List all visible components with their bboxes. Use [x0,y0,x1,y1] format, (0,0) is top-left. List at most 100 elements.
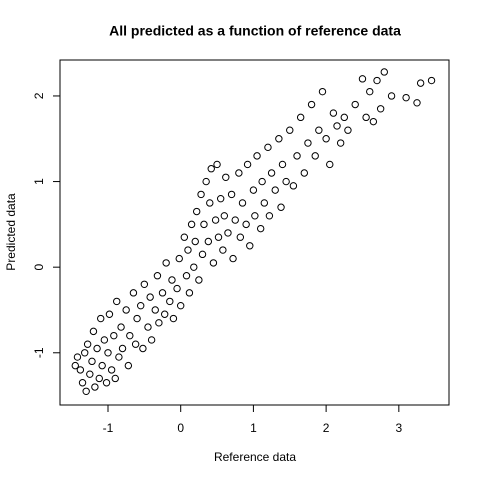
point [235,169,243,177]
point [88,357,96,366]
point [246,242,254,250]
point [211,216,220,224]
x-axis-label: Reference data [214,450,296,464]
point [231,216,239,224]
point [296,113,305,122]
point [91,383,99,391]
point [220,212,229,220]
point [104,349,112,357]
point [300,169,309,177]
point [289,182,298,190]
point [253,152,261,160]
point [358,75,367,83]
point [267,169,276,177]
point [258,177,266,186]
point [278,160,287,169]
point [427,76,436,85]
point [192,207,201,216]
point [304,139,312,147]
x-tick-label: 0 [177,421,184,435]
point [146,293,154,301]
point [222,173,230,181]
point [322,135,330,143]
point [387,92,396,100]
point [277,203,285,211]
point [380,68,388,76]
point [137,301,145,310]
point [169,314,178,323]
point [117,323,125,331]
point [251,212,259,220]
point [175,254,183,263]
point [93,344,101,353]
point [326,160,334,169]
point [98,361,106,370]
point [184,246,192,254]
point [182,272,191,280]
point [166,297,174,306]
point [366,87,374,96]
point [158,289,167,297]
x-tick-label: -1 [103,421,114,435]
point [115,353,123,361]
point [151,306,159,314]
point [105,310,114,318]
point [122,306,130,314]
point [242,220,250,229]
point [190,263,198,271]
y-tick-label: 2 [32,92,46,99]
point [216,194,225,203]
point [329,109,338,117]
point [207,165,215,173]
point [97,314,105,323]
point [336,139,345,147]
point [413,99,421,107]
point [373,76,381,85]
point [227,190,236,199]
point [162,259,170,267]
point [200,220,208,229]
point [264,143,272,152]
point [265,212,274,220]
point [113,297,121,306]
point [147,336,156,344]
point [126,331,134,340]
point [219,246,227,254]
x-tick-label: 2 [323,421,330,435]
y-tick-label: 1 [32,178,46,185]
point [402,93,410,102]
point [236,233,245,241]
point [129,289,138,297]
point [131,340,140,348]
plot-frame [59,59,450,406]
point [197,190,205,199]
point [133,314,141,323]
point [110,331,118,340]
point [89,327,98,336]
point [286,126,294,134]
point [315,126,323,134]
point [83,340,92,348]
point [376,105,385,113]
point [249,186,258,194]
point [293,152,301,160]
point [155,319,163,327]
point [209,259,218,267]
point [111,374,119,383]
point [344,126,352,134]
point [195,276,203,284]
point [369,117,378,126]
point [214,233,223,241]
point [307,100,316,109]
point [340,113,348,122]
point [185,289,194,297]
point [271,186,279,194]
point [282,177,290,186]
point [95,374,103,383]
point [202,177,210,186]
point [161,310,169,318]
point [311,152,319,160]
point [153,272,162,280]
point [176,301,185,310]
x-tick-label: 1 [250,421,257,435]
